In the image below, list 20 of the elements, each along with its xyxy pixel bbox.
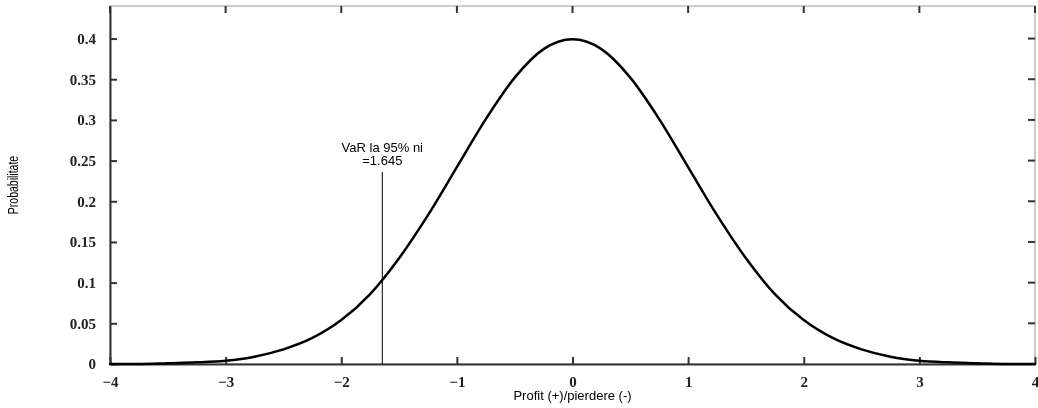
y-tick-label: 0.4 (77, 30, 97, 47)
y-tick-label: 0.05 (69, 315, 96, 332)
x-axis-title: Profit (+)/pierdere (-) (513, 388, 632, 403)
y-tick-label: 0.2 (77, 193, 96, 210)
x-tick-label: −1 (449, 373, 466, 390)
y-tick-label: 0.1 (77, 274, 96, 291)
x-tick-label: −3 (218, 373, 235, 390)
x-tick-label: 3 (916, 373, 924, 390)
y-axis-title: Probabilitate (5, 155, 22, 215)
x-tick-label: −4 (102, 373, 120, 390)
y-tick-label: 0.25 (69, 152, 96, 169)
x-tick-label: 2 (800, 373, 808, 390)
y-tick-label: 0.15 (69, 234, 96, 251)
x-tick-label: −2 (333, 373, 350, 390)
x-tick-label: 1 (684, 373, 693, 390)
x-tick-label: 0 (569, 373, 577, 390)
y-tick-label: 0 (88, 356, 96, 373)
y-tick-label: 0.3 (77, 112, 96, 129)
annotation: VaR la 95% ni =1.645 (341, 140, 424, 168)
y-tick-label: 0.35 (69, 71, 96, 88)
